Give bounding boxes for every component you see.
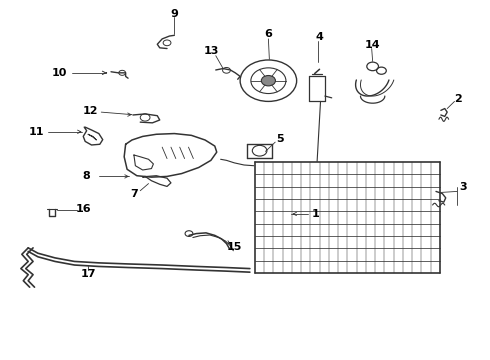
Text: 10: 10 bbox=[52, 68, 68, 78]
Text: 4: 4 bbox=[315, 32, 323, 42]
Text: 12: 12 bbox=[82, 107, 98, 116]
Circle shape bbox=[261, 76, 275, 86]
Text: 13: 13 bbox=[204, 46, 220, 57]
Text: 5: 5 bbox=[276, 134, 284, 144]
Text: 3: 3 bbox=[460, 182, 467, 192]
Text: 1: 1 bbox=[312, 209, 319, 219]
Text: 7: 7 bbox=[130, 189, 138, 199]
Text: 17: 17 bbox=[80, 269, 96, 279]
Text: 8: 8 bbox=[83, 171, 91, 181]
Text: 16: 16 bbox=[75, 204, 91, 214]
Text: 6: 6 bbox=[265, 29, 272, 39]
Text: 2: 2 bbox=[455, 94, 462, 104]
Text: 11: 11 bbox=[29, 127, 44, 137]
Text: 9: 9 bbox=[171, 9, 178, 19]
Text: 14: 14 bbox=[365, 40, 380, 50]
Text: 15: 15 bbox=[226, 242, 242, 252]
